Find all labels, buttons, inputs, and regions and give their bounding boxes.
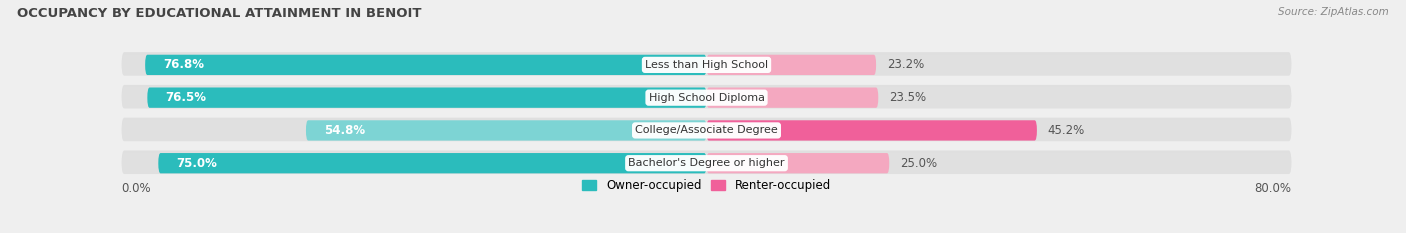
FancyBboxPatch shape	[707, 153, 889, 173]
FancyBboxPatch shape	[307, 120, 707, 140]
Text: 75.0%: 75.0%	[177, 157, 218, 170]
FancyBboxPatch shape	[122, 54, 1291, 76]
Text: Bachelor's Degree or higher: Bachelor's Degree or higher	[628, 158, 785, 168]
Text: Less than High School: Less than High School	[645, 60, 768, 70]
Legend: Owner-occupied, Renter-occupied: Owner-occupied, Renter-occupied	[578, 175, 835, 197]
FancyBboxPatch shape	[159, 153, 707, 173]
FancyBboxPatch shape	[148, 88, 707, 108]
Text: 0.0%: 0.0%	[122, 182, 152, 195]
FancyBboxPatch shape	[707, 120, 1036, 140]
FancyBboxPatch shape	[122, 152, 1291, 174]
FancyBboxPatch shape	[122, 118, 1291, 140]
Text: 54.8%: 54.8%	[325, 124, 366, 137]
Text: College/Associate Degree: College/Associate Degree	[636, 125, 778, 135]
Text: 76.8%: 76.8%	[163, 58, 204, 71]
Text: 23.5%: 23.5%	[889, 91, 927, 104]
Text: 76.5%: 76.5%	[166, 91, 207, 104]
FancyBboxPatch shape	[122, 120, 1291, 141]
Text: Source: ZipAtlas.com: Source: ZipAtlas.com	[1278, 7, 1389, 17]
Text: 80.0%: 80.0%	[1254, 182, 1291, 195]
FancyBboxPatch shape	[122, 151, 1291, 173]
FancyBboxPatch shape	[122, 52, 1291, 75]
Text: OCCUPANCY BY EDUCATIONAL ATTAINMENT IN BENOIT: OCCUPANCY BY EDUCATIONAL ATTAINMENT IN B…	[17, 7, 422, 20]
FancyBboxPatch shape	[122, 87, 1291, 109]
FancyBboxPatch shape	[145, 55, 707, 75]
Text: 45.2%: 45.2%	[1047, 124, 1085, 137]
FancyBboxPatch shape	[707, 55, 876, 75]
FancyBboxPatch shape	[122, 85, 1291, 108]
FancyBboxPatch shape	[707, 88, 879, 108]
Text: 23.2%: 23.2%	[887, 58, 924, 71]
Text: 25.0%: 25.0%	[900, 157, 938, 170]
Text: High School Diploma: High School Diploma	[648, 93, 765, 103]
